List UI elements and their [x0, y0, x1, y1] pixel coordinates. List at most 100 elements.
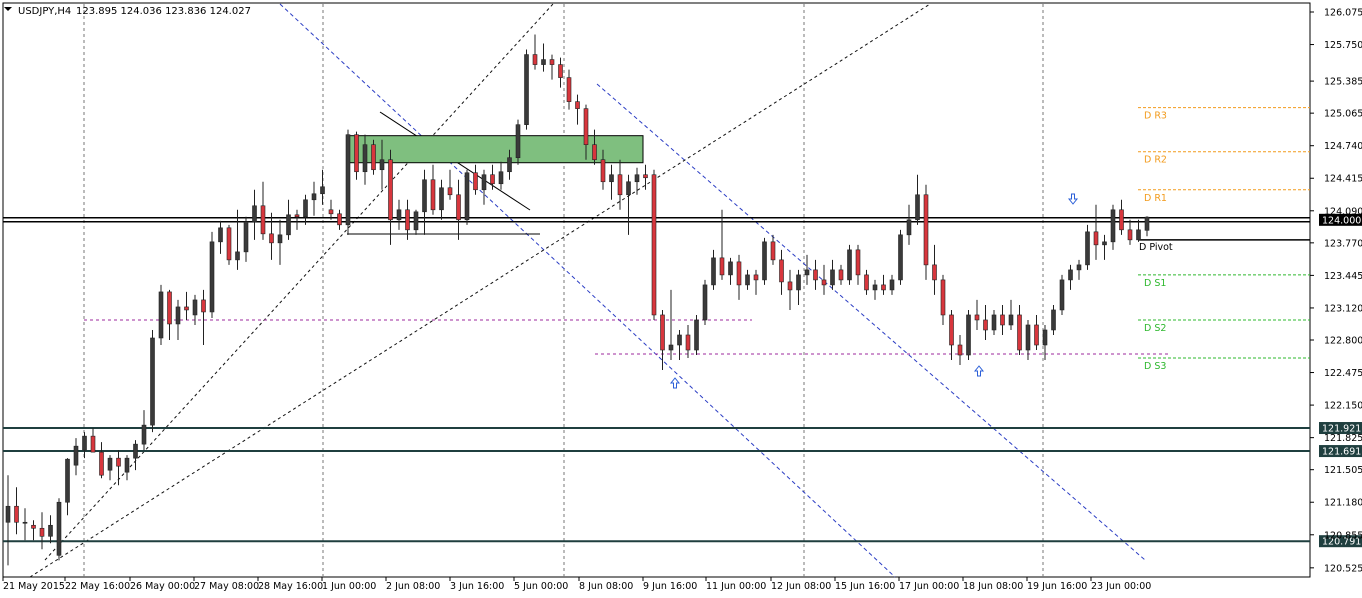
- trend-line: [29, 3, 931, 578]
- x-tick-label: 28 May 16:00: [258, 581, 323, 592]
- price-tag: [1319, 213, 1362, 226]
- x-tick-label: 9 Jun 16:00: [643, 581, 697, 592]
- level-tag: [1319, 535, 1362, 548]
- price-axis: 126.075 125.750 125.385 125.065 124.740 124.4…: [1310, 8, 1362, 574]
- candle-body: [617, 174, 623, 196]
- ohlc-label: 123.895 124.036 123.836 124.027: [76, 6, 251, 17]
- x-tick-label: 19 Jun 16:00: [1027, 581, 1087, 592]
- candle-body: [277, 234, 283, 244]
- candle-body: [787, 281, 793, 291]
- level-tag-text: 121.921: [1322, 424, 1361, 435]
- candle-body: [855, 249, 861, 276]
- candle-body: [243, 221, 249, 253]
- trend-line: [596, 83, 1146, 561]
- x-tick-label: 12 Jun 08:00: [771, 581, 831, 592]
- x-tick-label: 3 Jun 16:00: [450, 581, 504, 592]
- pivot-label: D S1: [1144, 278, 1166, 289]
- candle-body: [957, 344, 963, 356]
- y-tick-label: 125.385: [1324, 77, 1362, 88]
- candle-body: [694, 319, 699, 351]
- candle-body: [175, 306, 181, 325]
- candle-body: [524, 54, 529, 125]
- supply-zone: [346, 135, 644, 164]
- candle-body: [388, 159, 393, 221]
- price-tag-text: 124.000: [1322, 215, 1361, 226]
- candle-body: [1000, 314, 1005, 326]
- candle-body: [1127, 229, 1133, 241]
- pivot-label: D R3: [1144, 111, 1167, 122]
- candle-body: [413, 211, 419, 231]
- candle-body: [949, 314, 954, 346]
- candle-body: [830, 269, 835, 286]
- level-tag: [1319, 445, 1362, 458]
- candle-body: [473, 172, 478, 191]
- collapse-icon[interactable]: [4, 7, 12, 11]
- candle-body: [379, 159, 385, 171]
- y-tick-label: 124.415: [1324, 174, 1362, 185]
- candle-body: [481, 174, 487, 191]
- trendlines: [29, 3, 1168, 578]
- candle-body: [736, 261, 742, 286]
- candle-body: [447, 187, 453, 196]
- candle-body: [73, 445, 79, 466]
- candle-body: [456, 194, 461, 221]
- candle-body: [82, 435, 87, 451]
- candle-body: [770, 241, 776, 261]
- candle-body: [345, 134, 351, 226]
- pivot-label: D R2: [1144, 155, 1167, 166]
- candle-body: [804, 269, 810, 276]
- candle-body: [337, 213, 342, 226]
- horizontal-levels: 121.921 121.691 120.791 124.000: [3, 213, 1362, 548]
- candle-body: [1034, 324, 1039, 346]
- pivot-levels: D R3 D R2 D R1 D Pivot D S1 D S2 D S3: [1138, 107, 1310, 372]
- candle-body: [209, 241, 215, 313]
- candle-body: [56, 501, 62, 556]
- candle-body: [150, 337, 155, 426]
- candle-body: [532, 54, 538, 65]
- candle-body: [1017, 314, 1022, 351]
- y-tick-label: 124.740: [1324, 141, 1362, 152]
- candle-body: [753, 274, 759, 281]
- candle-body: [881, 284, 886, 291]
- candle-body: [609, 174, 614, 183]
- candle-body: [99, 451, 104, 476]
- candle-body: [915, 194, 920, 221]
- candle-body: [906, 219, 912, 236]
- candle-body: [983, 319, 988, 331]
- candle-body: [218, 227, 223, 243]
- candle-body: [14, 505, 19, 523]
- candle-body: [660, 314, 665, 351]
- candle-body: [90, 435, 96, 453]
- candle-body: [1136, 229, 1141, 241]
- candle-body: [1110, 209, 1116, 243]
- candle-body: [864, 274, 869, 291]
- y-tick-label: 125.750: [1324, 40, 1362, 51]
- y-tick-label: 121.180: [1324, 498, 1362, 509]
- candle-body: [294, 214, 300, 218]
- candle-body: [371, 144, 376, 171]
- candle-body: [1102, 241, 1107, 246]
- x-tick-label: 5 Jun 00:00: [514, 581, 568, 592]
- candle-body: [711, 257, 716, 286]
- y-tick-label: 120.525: [1324, 563, 1362, 574]
- candle-body: [745, 274, 750, 286]
- candle-body: [1059, 279, 1065, 311]
- candle-body: [838, 269, 844, 281]
- candle-body: [1025, 324, 1031, 351]
- candle-body: [498, 171, 504, 185]
- candle-body: [158, 291, 164, 339]
- candle-body: [490, 174, 495, 185]
- candle-body: [558, 64, 563, 78]
- candle-body: [813, 269, 818, 281]
- x-tick-label: 27 May 08:00: [194, 581, 259, 592]
- up-arrow-icon: [669, 377, 681, 389]
- y-tick-label: 122.475: [1324, 368, 1362, 379]
- candle-body: [898, 234, 903, 281]
- candle-body: [303, 199, 308, 218]
- candle-body: [932, 264, 937, 281]
- candle-body: [872, 284, 878, 291]
- candle-body: [235, 251, 240, 261]
- candle-body: [311, 193, 317, 201]
- y-tick-label: 123.120: [1324, 303, 1362, 314]
- candle-body: [541, 59, 546, 65]
